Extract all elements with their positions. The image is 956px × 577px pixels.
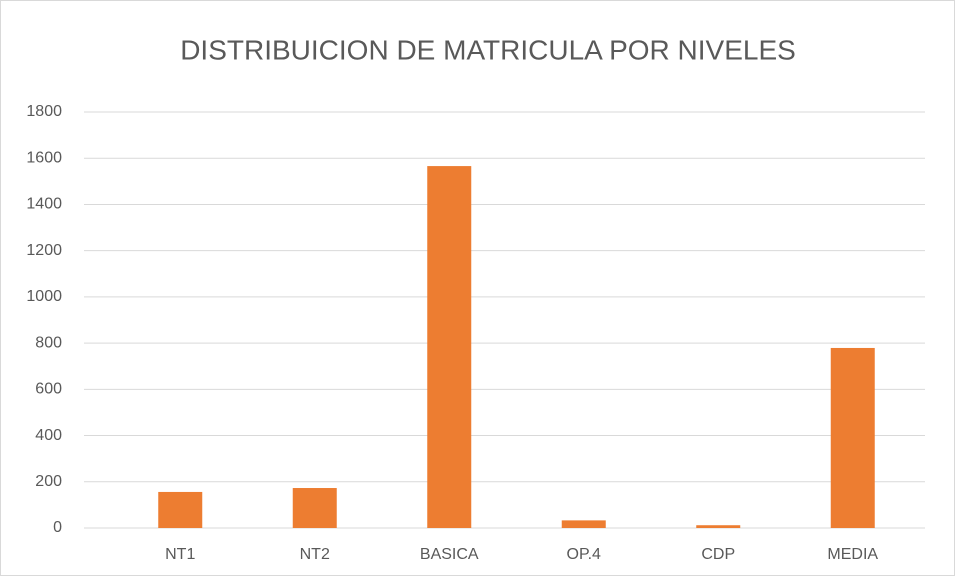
y-tick-label: 1000 <box>26 288 62 305</box>
bar <box>561 520 606 528</box>
y-tick-label: 800 <box>35 334 62 351</box>
bar <box>830 347 875 528</box>
x-tick-label: OP.4 <box>567 546 602 563</box>
x-tick-label: CDP <box>701 546 735 563</box>
x-tick-label: NT1 <box>165 546 195 563</box>
y-tick-label: 400 <box>35 427 62 444</box>
x-tick-label: BASICA <box>420 546 479 563</box>
bar <box>292 488 337 528</box>
y-tick-label: 1200 <box>26 242 62 259</box>
chart-title: DISTRIBUICION DE MATRICULA POR NIVELES <box>180 34 796 65</box>
y-tick-label: 1600 <box>26 149 62 166</box>
x-tick-label: MEDIA <box>827 546 878 563</box>
y-tick-label: 1800 <box>26 103 62 120</box>
y-tick-label: 200 <box>35 473 62 490</box>
bar <box>158 491 203 528</box>
bar <box>696 525 741 528</box>
y-tick-label: 1400 <box>26 196 62 213</box>
y-tick-label: 600 <box>35 381 62 398</box>
x-tick-label: NT2 <box>300 546 330 563</box>
y-tick-label: 0 <box>53 519 62 536</box>
bar <box>427 166 472 528</box>
